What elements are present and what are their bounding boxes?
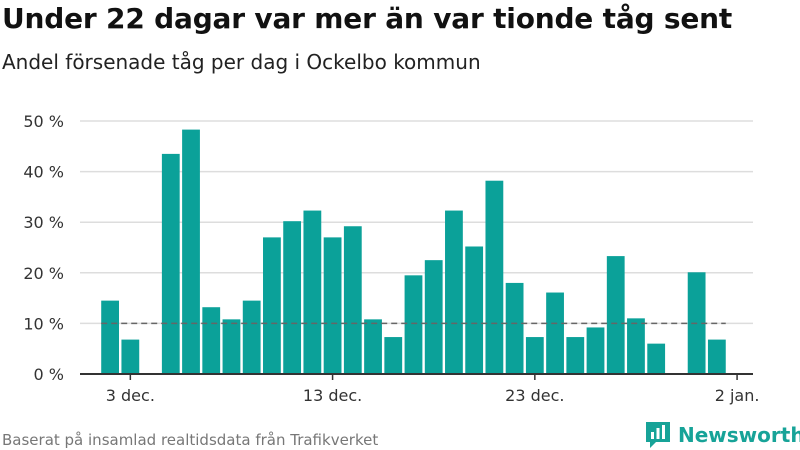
y-tick-labels: 0 % 10 % 20 % 30 % 40 % 50 % <box>23 112 64 384</box>
bar <box>647 343 666 374</box>
bar <box>161 153 180 374</box>
brand-logo: Newsworthy <box>644 420 800 450</box>
brand-name: Newsworthy <box>678 423 800 447</box>
bar <box>182 129 200 374</box>
bars <box>101 129 726 374</box>
x-tick-labels: 3 dec. 13 dec. 23 dec. 2 jan. <box>106 386 760 405</box>
bar <box>465 246 484 374</box>
bar <box>101 300 120 374</box>
x-axis <box>80 373 753 380</box>
y-tick-label: 40 % <box>23 163 64 182</box>
bar <box>627 318 645 374</box>
bar <box>546 292 564 374</box>
bar <box>586 327 605 374</box>
bar <box>121 339 140 374</box>
bar <box>222 319 241 374</box>
source-note: Baserat på insamlad realtidsdata från Tr… <box>2 431 379 449</box>
y-tick-label: 20 % <box>23 264 64 283</box>
bar <box>404 275 423 374</box>
bar <box>242 300 261 374</box>
bar <box>364 319 382 374</box>
x-tick-label: 23 dec. <box>505 386 564 405</box>
newsworthy-logo-icon <box>646 422 670 448</box>
bar <box>303 210 322 374</box>
y-tick-label: 10 % <box>23 314 64 333</box>
bar <box>525 337 544 374</box>
chart-subtitle: Andel försenade tåg per dag i Ockelbo ko… <box>2 50 481 74</box>
y-tick-label: 0 % <box>34 365 64 384</box>
x-tick-label: 3 dec. <box>106 386 155 405</box>
chart-title: Under 22 dagar var mer än var tionde tåg… <box>2 2 733 35</box>
bar <box>384 337 403 374</box>
y-tick-label: 30 % <box>23 213 64 232</box>
y-tick-label: 50 % <box>23 112 64 131</box>
bar <box>445 210 463 374</box>
bar <box>323 237 342 374</box>
x-tick-label: 13 dec. <box>303 386 362 405</box>
bar <box>566 337 585 374</box>
bar <box>707 339 726 374</box>
bar <box>424 260 443 374</box>
bar <box>202 307 221 374</box>
bar <box>263 237 281 374</box>
bar <box>606 256 625 374</box>
x-tick-label: 2 jan. <box>715 386 760 405</box>
bar <box>343 226 362 374</box>
bar <box>283 221 302 374</box>
bar <box>505 282 524 374</box>
bar <box>485 180 504 374</box>
